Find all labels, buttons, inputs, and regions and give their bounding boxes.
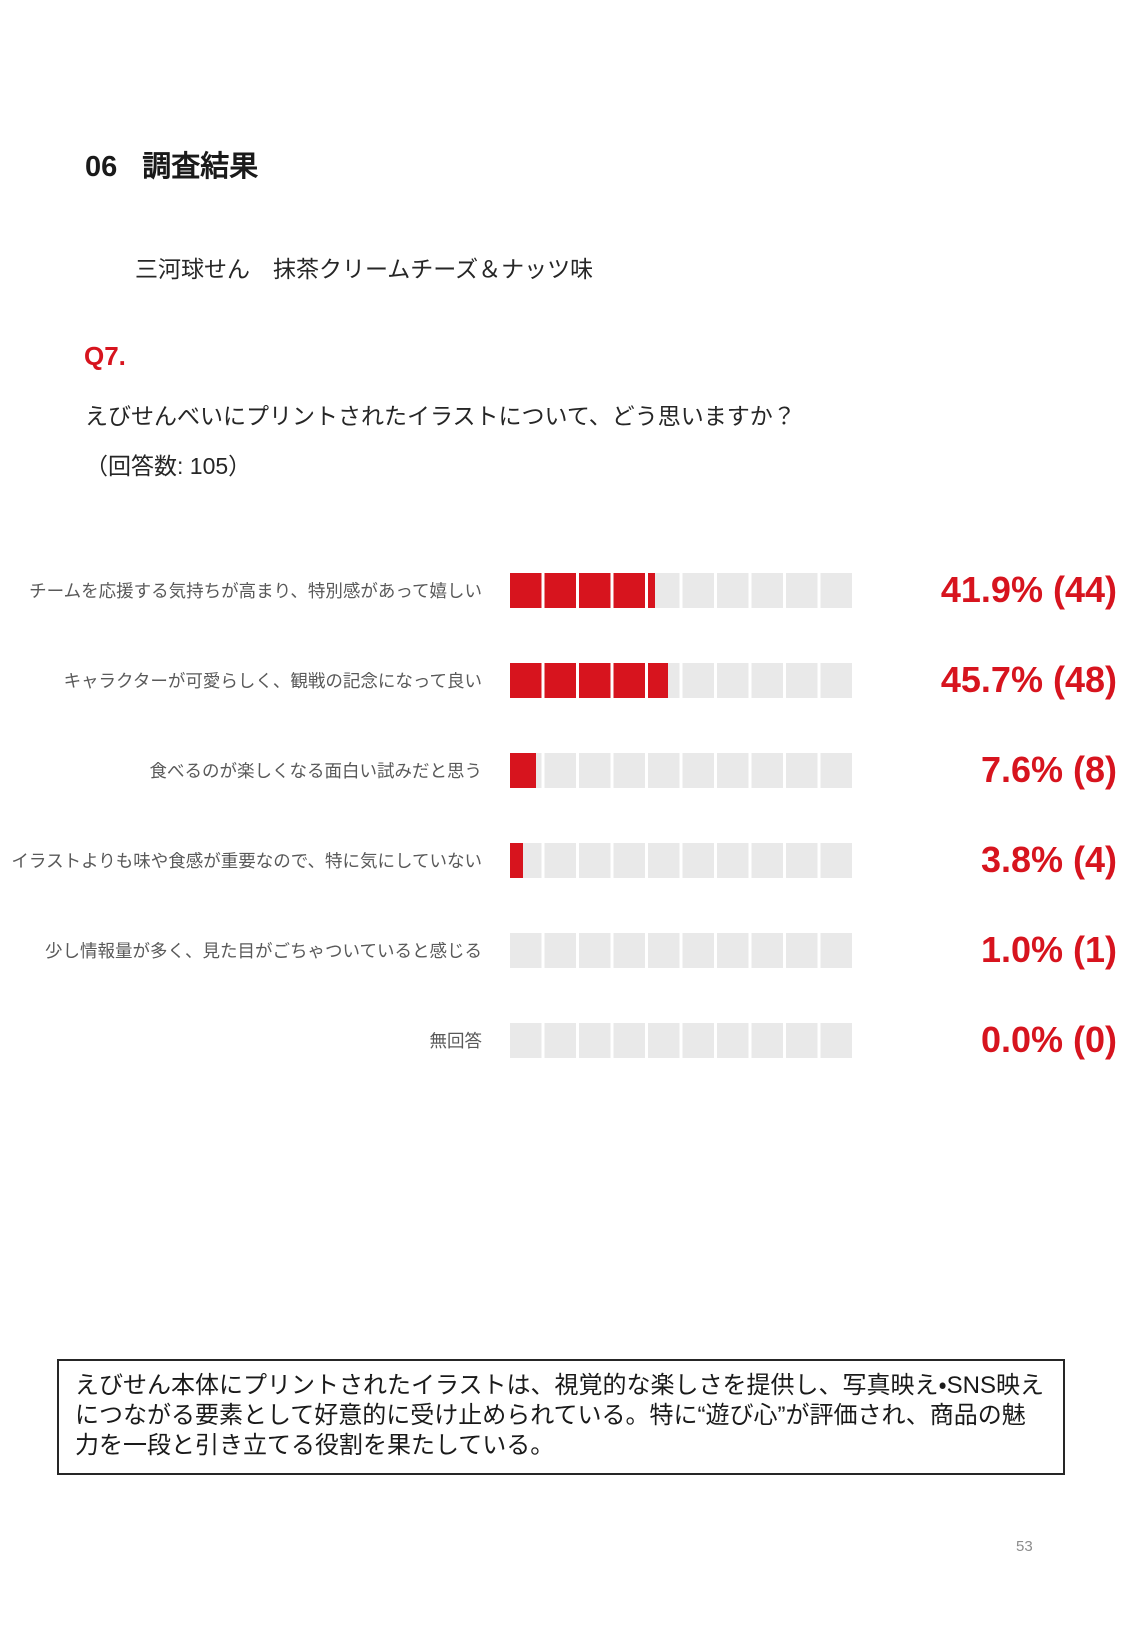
survey-bar-chart: チームを応援する気持ちが高まり、特別感があって嬉しい 41.9% (44) キャ… (0, 545, 1125, 1085)
value-label: 1.0% (1) (980, 929, 1117, 970)
page-number: 53 (1016, 1538, 1033, 1555)
bar-segment-gaps (510, 1022, 855, 1058)
bar-row: チームを応援する気持ちが高まり、特別感があって嬉しい 41.9% (44) (0, 545, 1125, 635)
bar-row: 少し情報量が多く、見た目がごちゃついていると感じる 1.0% (1) (0, 905, 1125, 995)
bar-row: 無回答 0.0% (0) (0, 995, 1125, 1085)
bar-segment-gaps (510, 662, 855, 698)
summary-box: えびせん本体にプリントされたイラストは、視覚的な楽しさを提供し、写真映え・SNS… (57, 1359, 1065, 1475)
response-count: （回答数: 105） (85, 453, 252, 479)
section-title: 調査結果 (142, 151, 259, 183)
bar-track (510, 1022, 855, 1058)
bar-track (510, 662, 855, 698)
section-header: 06 調査結果 (85, 143, 258, 185)
value-label: 0.0% (0) (980, 1019, 1117, 1060)
bar-track (510, 572, 855, 608)
bar-row: イラストよりも味や食感が重要なので、特に気にしていない 3.8% (4) (0, 815, 1125, 905)
bar-label: イラストよりも味や食感が重要なので、特に気にしていない (11, 850, 482, 871)
bar-track (510, 752, 855, 788)
bar-track (510, 842, 855, 878)
question-text: えびせんべいにプリントされたイラストについて、どう思いますか？ (85, 403, 796, 429)
bar-label: チームを応援する気持ちが高まり、特別感があって嬉しい (29, 580, 482, 601)
value-label: 45.7% (48) (940, 659, 1117, 700)
bar-segment-gaps (510, 572, 855, 608)
bar-segment-gaps (510, 752, 855, 788)
value-label: 41.9% (44) (940, 569, 1117, 610)
value-label: 3.8% (4) (980, 839, 1117, 880)
bar-label: キャラクターが可愛らしく、観戦の記念になって良い (63, 670, 482, 691)
bar-label: 少し情報量が多く、見た目がごちゃついていると感じる (45, 940, 482, 961)
value-label: 7.6% (8) (980, 749, 1117, 790)
section-number: 06 (85, 151, 118, 183)
product-subtitle: 三河球せん 抹茶クリームチーズ＆ナッツ味 (135, 256, 594, 282)
bar-label: 無回答 (429, 1030, 483, 1051)
bar-row: 食べるのが楽しくなる面白い試みだと思う 7.6% (8) (0, 725, 1125, 815)
bar-row: キャラクターが可愛らしく、観戦の記念になって良い 45.7% (48) (0, 635, 1125, 725)
bar-label: 食べるのが楽しくなる面白い試みだと思う (149, 760, 483, 781)
bar-track (510, 932, 855, 968)
bar-segment-gaps (510, 842, 855, 878)
question-number: Q7. (84, 341, 126, 371)
bar-segment-gaps (510, 932, 855, 968)
